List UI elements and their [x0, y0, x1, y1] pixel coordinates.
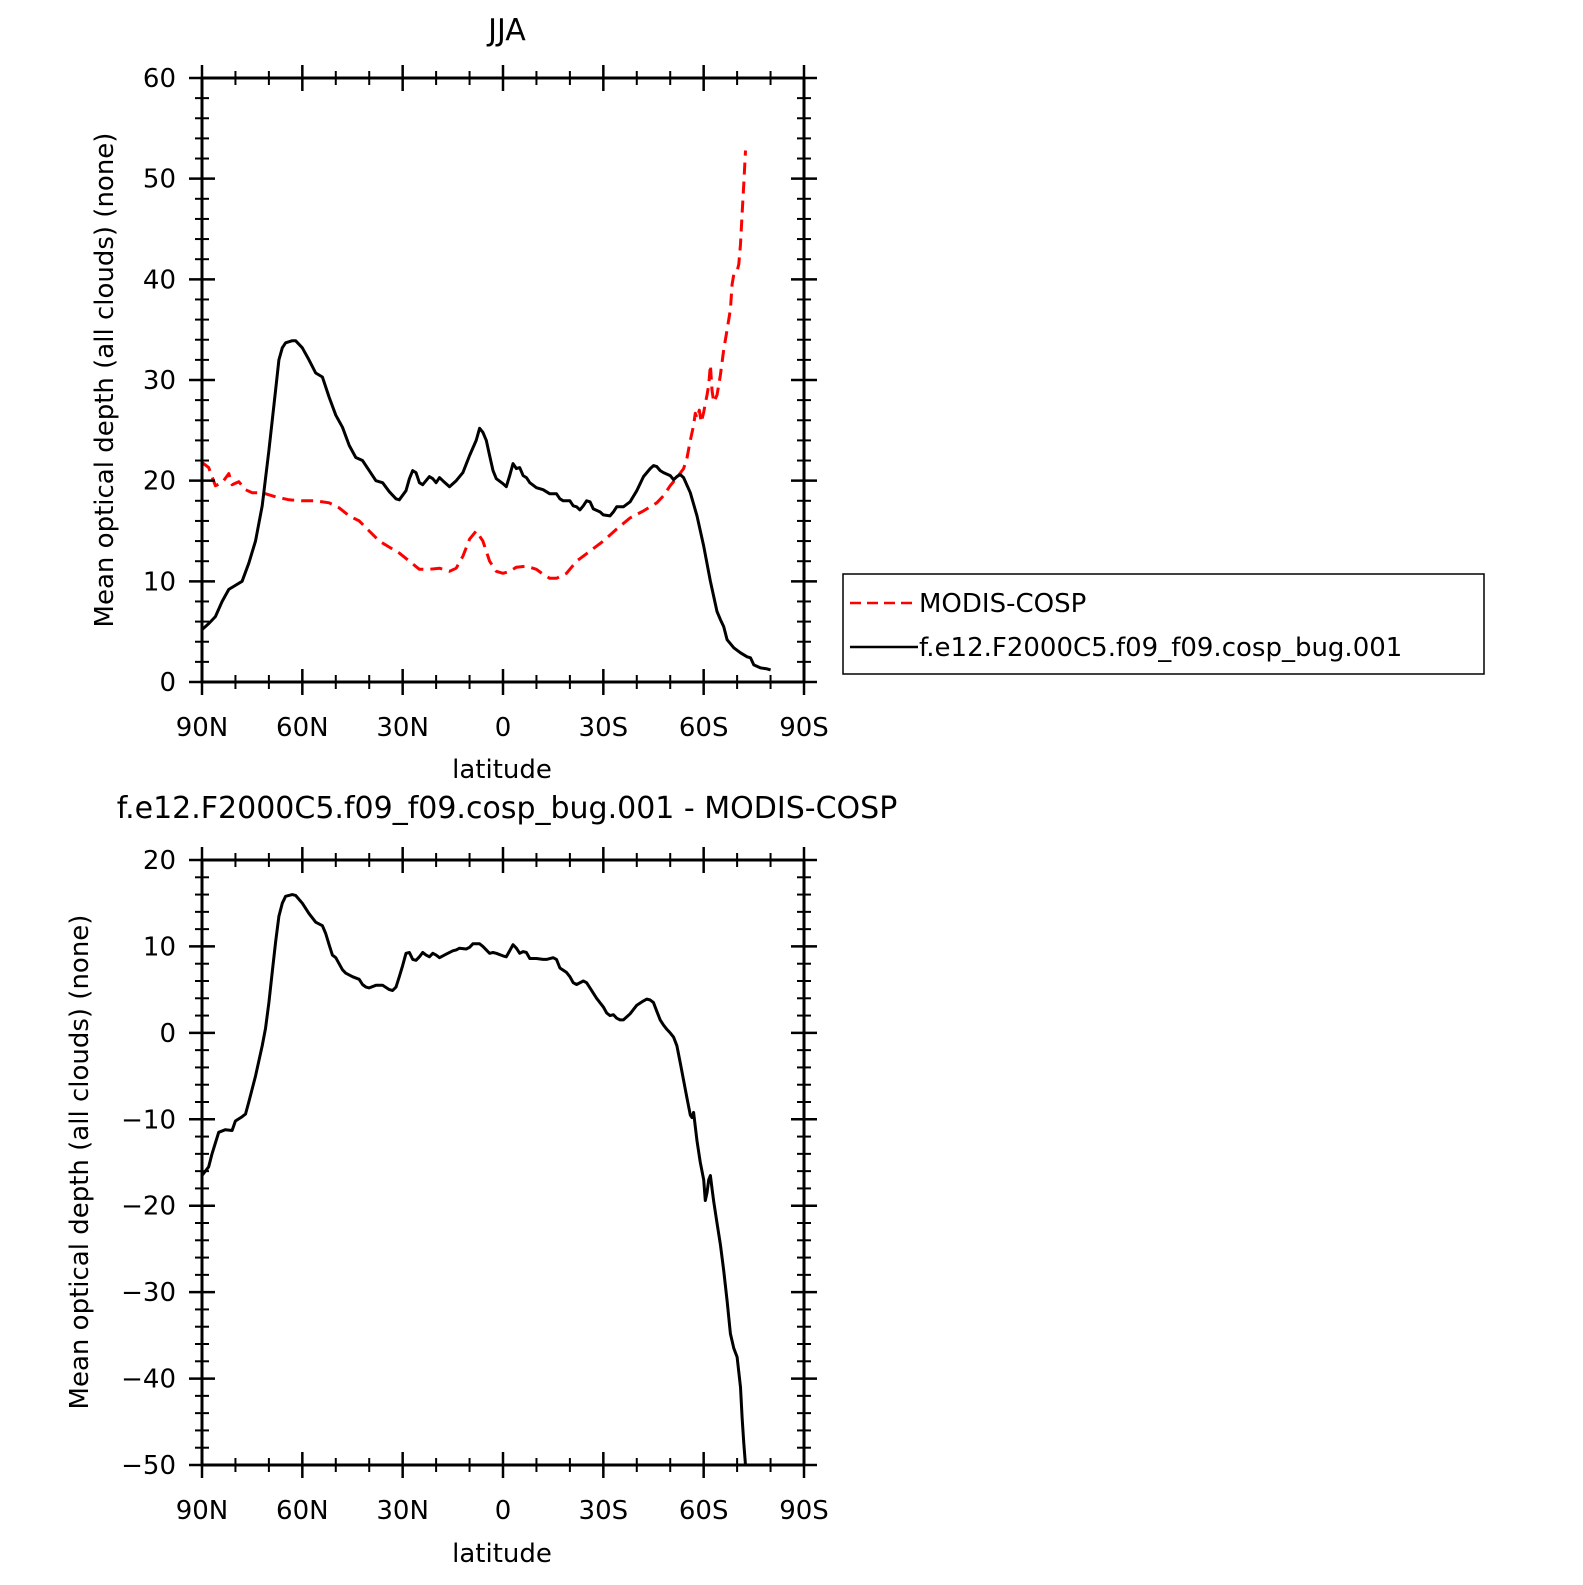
top-x-tick-label-0: 90N — [176, 713, 229, 743]
bottom-y-tick-label-5: 0 — [159, 1019, 176, 1049]
bottom-x-axis-label: latitude — [452, 1539, 552, 1569]
bottom-ticks-group: 90N 60N 30N 0 30S 60S 90S −50 −40 −30 −20 −10 0 10 20 — [121, 846, 829, 1526]
bottom-series-line-0 — [200, 893, 747, 1466]
top-y-tick-label-3: 30 — [143, 366, 176, 396]
legend-label-modis: MODIS-COSP — [919, 589, 1086, 619]
top-series-group — [200, 150, 772, 672]
top-panel: JJA 90N 60N 30N 0 30S 60S 90S 0 10 20 30 40 50 60 lat… — [90, 13, 1485, 785]
top-y-tick-label-5: 50 — [143, 165, 176, 195]
bottom-y-tick-label-0: −50 — [121, 1451, 176, 1481]
bottom-y-tick-label-6: 10 — [143, 932, 176, 962]
top-x-tick-label-1: 60N — [276, 713, 329, 743]
top-chart-title: JJA — [486, 13, 526, 48]
bottom-x-tick-label-2: 30N — [376, 1496, 429, 1526]
top-x-tick-label-5: 60S — [679, 713, 729, 743]
bottom-x-tick-label-6: 90S — [779, 1496, 829, 1526]
top-y-tick-label-2: 20 — [143, 467, 176, 497]
legend-label-model: f.e12.F2000C5.f09_f09.cosp_bug.001 — [919, 633, 1402, 663]
top-y-tick-label-0: 0 — [159, 668, 176, 698]
top-x-axis-label: latitude — [452, 755, 552, 785]
bottom-y-tick-label-1: −40 — [121, 1365, 176, 1395]
bottom-x-tick-label-1: 60N — [276, 1496, 329, 1526]
top-y-tick-label-1: 10 — [143, 567, 176, 597]
legend: MODIS-COSP f.e12.F2000C5.f09_f09.cosp_bu… — [842, 573, 1485, 675]
bottom-x-tick-label-4: 30S — [579, 1496, 629, 1526]
top-series-line-0 — [201, 150, 747, 580]
top-ticks-group: 90N 60N 30N 0 30S 60S 90S 0 10 20 30 40 50 60 — [143, 64, 829, 743]
top-x-tick-label-6: 90S — [779, 713, 829, 743]
bottom-y-tick-label-2: −30 — [121, 1278, 176, 1308]
top-y-tick-label-4: 40 — [143, 265, 176, 295]
bottom-y-axis-label: Mean optical depth (all clouds) (none) — [65, 915, 95, 1410]
top-y-axis-label: Mean optical depth (all clouds) (none) — [90, 133, 120, 628]
top-x-tick-label-3: 0 — [495, 713, 512, 743]
bottom-panel: f.e12.F2000C5.f09_f09.cosp_bug.001 - MOD… — [65, 791, 897, 1569]
top-x-tick-label-4: 30S — [579, 713, 629, 743]
top-x-tick-label-2: 30N — [376, 713, 429, 743]
bottom-x-tick-label-3: 0 — [495, 1496, 512, 1526]
top-series-line-1 — [200, 339, 772, 672]
top-y-tick-label-6: 60 — [143, 64, 176, 94]
bottom-chart-title: f.e12.F2000C5.f09_f09.cosp_bug.001 - MOD… — [117, 791, 898, 826]
bottom-y-tick-label-3: −20 — [121, 1192, 176, 1222]
bottom-y-tick-label-7: 20 — [143, 846, 176, 876]
bottom-x-tick-label-0: 90N — [176, 1496, 229, 1526]
bottom-y-tick-label-4: −10 — [121, 1105, 176, 1135]
bottom-series-group — [200, 893, 747, 1466]
bottom-x-tick-label-5: 60S — [679, 1496, 729, 1526]
legend-box — [842, 573, 1485, 675]
bottom-plot-frame — [200, 858, 806, 1467]
